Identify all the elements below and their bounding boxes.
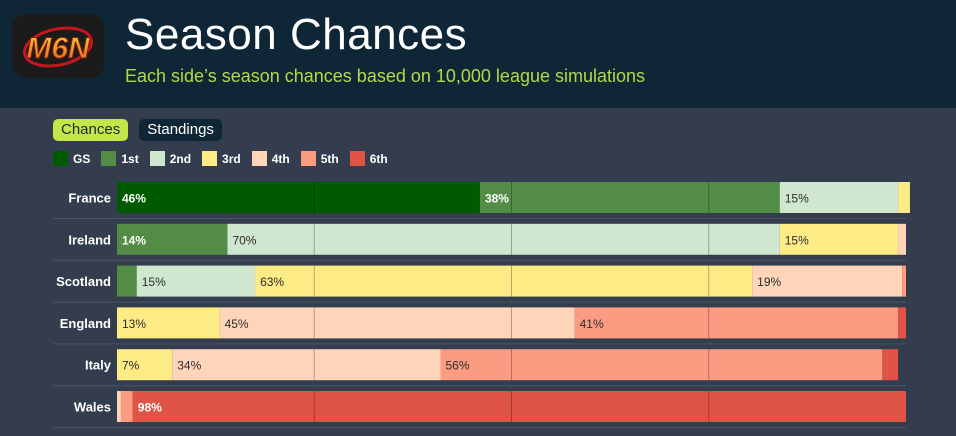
data-label: 41% <box>580 317 604 331</box>
bar-row-scotland: Scotland 15% 63% 19% <box>53 265 906 303</box>
m6n-logo: M6N <box>12 14 104 78</box>
bar-segment-4th <box>898 223 906 255</box>
bar-segment-4th <box>219 307 575 339</box>
data-label: 19% <box>757 275 781 289</box>
logo-text: M6N <box>26 32 91 65</box>
bar-segment-gs <box>117 182 480 213</box>
legend-swatch <box>349 151 365 166</box>
legend-item-4th: 4th <box>251 151 290 166</box>
bar-segment-5th <box>440 349 883 381</box>
legend-item-2nd: 2nd <box>149 151 192 166</box>
category-label: Italy <box>85 358 112 373</box>
bar-segment-2nd <box>779 182 899 213</box>
data-label: 45% <box>225 317 249 331</box>
data-label: 63% <box>260 275 284 289</box>
bar-segment-5th <box>120 391 133 422</box>
bar-segment-1st <box>117 223 228 255</box>
data-label: 34% <box>177 359 201 373</box>
category-label: Wales <box>74 400 111 415</box>
data-label: 70% <box>232 233 256 247</box>
tab-standings[interactable]: Standings <box>139 119 222 141</box>
bar-segment-6th <box>882 349 899 381</box>
chart-legend: GS 1st 2nd 3rd 4th 5th 6th <box>53 151 388 166</box>
data-label: 13% <box>122 317 146 331</box>
tab-chances[interactable]: Chances <box>53 119 129 141</box>
legend-label: 3rd <box>222 151 241 166</box>
legend-item-5th: 5th <box>300 151 339 166</box>
bar-segment-5th <box>574 307 899 339</box>
legend-swatch <box>101 151 117 166</box>
category-label: Scotland <box>56 274 111 289</box>
bar-row-wales: Wales 98% <box>53 391 906 428</box>
bar-segment-3rd <box>898 182 910 213</box>
bar-row-england: England 13% 45% 41% <box>53 307 906 345</box>
data-label: 14% <box>122 233 146 247</box>
legend-item-6th: 6th <box>349 151 388 166</box>
bar-segment-4th <box>172 349 441 381</box>
legend-item-3rd: 3rd <box>202 151 241 166</box>
bar-segment-2nd <box>136 265 256 297</box>
legend-swatch <box>251 151 267 166</box>
legend-label: 1st <box>121 151 139 166</box>
legend-item-gs: GS <box>53 151 90 166</box>
bar-segment-3rd <box>117 349 173 381</box>
bar-row-italy: Italy 7% 34% 56% <box>53 349 906 387</box>
bar-segment-1st <box>479 182 780 213</box>
legend-label: 2nd <box>169 151 192 166</box>
bar-segment-1st <box>117 265 137 297</box>
legend-label: GS <box>73 151 91 166</box>
bar-segment-5th <box>902 265 906 297</box>
bar-segment-4th <box>752 265 903 297</box>
data-label: 56% <box>445 359 469 373</box>
data-label: 15% <box>785 192 809 206</box>
bar-segment-2nd <box>227 223 780 255</box>
legend-swatch <box>149 151 165 166</box>
page-title: Season Chances <box>125 10 468 59</box>
legend-label: 6th <box>369 151 388 166</box>
bar-row-ireland: Ireland 14% 70% 15% <box>53 223 906 261</box>
category-label: Ireland <box>68 232 111 247</box>
legend-swatch <box>300 151 316 166</box>
data-label: 46% <box>122 192 146 206</box>
category-label: France <box>68 191 111 206</box>
legend-label: 4th <box>271 151 290 166</box>
view-tabs: Chances Standings <box>53 119 222 141</box>
header: M6N Season Chances Each side’s season ch… <box>0 0 956 108</box>
bar-segment-4th <box>117 391 121 422</box>
bar-segment-3rd <box>779 223 899 255</box>
bar-segment-3rd <box>255 265 753 297</box>
data-label: 7% <box>122 359 140 373</box>
legend-label: 5th <box>320 151 339 166</box>
bar-row-france: France 46% 38% 15% <box>53 182 910 219</box>
page-subtitle: Each side’s season chances based on 10,0… <box>125 66 646 86</box>
legend-swatch <box>53 151 68 166</box>
data-label: 98% <box>138 401 162 415</box>
bar-segment-3rd <box>117 307 220 339</box>
data-label: 38% <box>485 192 509 206</box>
data-label: 15% <box>142 275 166 289</box>
legend-swatch <box>202 151 218 166</box>
data-label: 15% <box>785 233 809 247</box>
category-label: England <box>60 316 111 331</box>
bar-segment-6th <box>132 391 906 422</box>
legend-item-1st: 1st <box>101 151 139 166</box>
bar-segment-6th <box>898 307 906 339</box>
